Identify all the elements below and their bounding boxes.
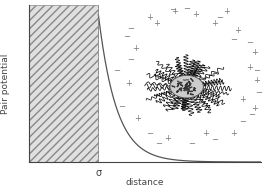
Text: −: − <box>253 67 260 75</box>
Text: −: − <box>230 35 237 44</box>
Text: −: − <box>246 38 253 47</box>
Text: +: + <box>125 79 132 88</box>
Text: +: + <box>251 104 257 113</box>
Text: −: − <box>188 139 195 148</box>
Text: −: − <box>211 136 218 145</box>
Text: +: + <box>223 7 230 16</box>
Text: +: + <box>239 95 246 104</box>
Text: +: + <box>202 129 209 138</box>
Text: −: − <box>255 88 262 98</box>
Text: +: + <box>253 76 260 85</box>
Text: −: − <box>169 5 176 14</box>
Text: +: + <box>211 19 218 28</box>
Text: +: + <box>132 44 139 53</box>
Text: +: + <box>165 134 172 143</box>
Text: +: + <box>172 7 178 16</box>
Text: +: + <box>134 114 141 122</box>
Text: +: + <box>251 48 257 57</box>
Text: −: − <box>216 13 223 22</box>
Text: distance: distance <box>126 178 164 187</box>
Text: −: − <box>146 129 153 138</box>
Text: +: + <box>246 63 253 72</box>
Text: −: − <box>248 110 255 119</box>
Circle shape <box>170 75 203 98</box>
Text: −: − <box>127 24 134 33</box>
Text: +: + <box>153 19 160 28</box>
Text: +: + <box>234 26 241 35</box>
Bar <box>28 5 98 162</box>
Text: −: − <box>113 67 120 75</box>
Text: +: + <box>146 13 153 22</box>
Text: +: + <box>193 10 200 19</box>
Text: −: − <box>239 117 246 126</box>
Text: +: + <box>230 129 237 138</box>
Text: −: − <box>123 32 130 41</box>
Text: −: − <box>183 4 190 13</box>
Text: −: − <box>118 103 125 112</box>
Text: σ: σ <box>95 168 101 178</box>
Text: −: − <box>155 139 162 148</box>
Text: −: − <box>127 56 134 64</box>
Text: Pair potential: Pair potential <box>1 53 10 114</box>
